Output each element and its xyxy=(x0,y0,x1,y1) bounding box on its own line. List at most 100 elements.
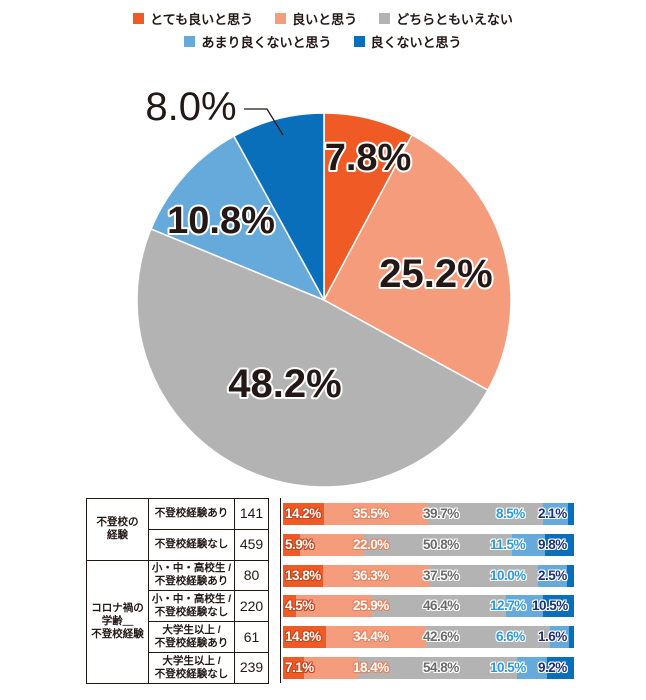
legend-item-good: 良いと思う xyxy=(275,9,357,28)
legend-label: とても良いと思う xyxy=(150,11,254,27)
bar-value-label: 22.0% xyxy=(353,536,389,552)
sample-size: 141 xyxy=(234,498,269,530)
legend-swatch-not-good xyxy=(353,35,365,47)
subgroup-label: 不登校経験あり xyxy=(148,498,235,530)
bar-segment-neutral xyxy=(371,595,507,618)
bar-value-label: 50.8% xyxy=(423,536,459,552)
subgroup-label: 不登校経験なし xyxy=(148,528,235,561)
bar-value-label: 9.2% xyxy=(538,659,567,675)
bar-segment-not-good xyxy=(567,503,574,525)
bar-segment-not-very-good xyxy=(516,656,548,679)
bar-value-label: 54.8% xyxy=(423,659,459,675)
bar-segment-neutral xyxy=(426,626,551,649)
sample-size: 80 xyxy=(234,559,269,592)
legend-swatch-very-good xyxy=(133,12,145,24)
bar-segment-very-good xyxy=(283,626,327,649)
bar-value-label: 18.4% xyxy=(353,659,389,675)
bar-value-label: 37.5% xyxy=(423,567,459,583)
legend-swatch-good xyxy=(275,12,287,24)
bar-segment-not-good xyxy=(547,656,574,679)
table-row: 大学生以上 / 不登校経験なし 239 xyxy=(87,651,269,684)
bar-row: 7.1% 18.4% 54.8% 10.5% 9.2% xyxy=(283,656,574,679)
bar-segment-not-very-good xyxy=(550,626,570,649)
bar-value-label: 9.8% xyxy=(538,536,567,552)
bar-value-label: 39.7% xyxy=(423,506,459,521)
pie-label-not-very-good: 10.8% xyxy=(167,200,275,242)
bar-segment-neutral xyxy=(428,564,538,587)
legend-label: 良いと思う xyxy=(292,11,358,27)
bar-segment-neutral xyxy=(364,533,512,556)
bar-value-label: 4.5% xyxy=(285,598,314,614)
legend-item-very-good: とても良いと思う xyxy=(133,9,253,28)
bar-segment-good xyxy=(303,656,358,679)
legend-swatch-neutral xyxy=(379,12,391,24)
bar-segment-not-very-good xyxy=(543,503,568,525)
group-label: 不登校の 経験 xyxy=(86,498,149,561)
bar-row: 5.9% 22.0% 50.8% 11.5% 9.8% xyxy=(283,533,574,556)
sample-size: 239 xyxy=(234,651,269,684)
bar-segment-good xyxy=(300,533,365,556)
subgroup-label: 小・中・高校生 / 不登校経験あり xyxy=(148,559,235,592)
group-label: コロナ禍の 学齢＿ 不登校経験 xyxy=(86,559,149,684)
pie-slice-not-good xyxy=(232,112,325,301)
legend-item-not-very-good: あまり良くないと思う xyxy=(184,32,332,51)
pie-labels: 7.8% 25.2% 48.2% 10.8% 8.0% xyxy=(145,85,494,408)
bar-value-label: 1.6% xyxy=(538,629,567,645)
bar-segment-good xyxy=(324,503,428,525)
legend-label: あまり良くないと思う xyxy=(201,34,332,50)
pie-label-very-good: 7.8% xyxy=(325,137,412,179)
table-row: コロナ禍の 学齢＿ 不登校経験 小・中・高校生 / 不登校経験あり 80 xyxy=(86,559,269,684)
pie-slices xyxy=(136,112,512,488)
legend-row-1: とても良いと思う 良いと思う どちらともいえない xyxy=(0,8,646,28)
bar-value-label: 8.5% xyxy=(496,506,525,521)
bar-value-label: 10.0% xyxy=(490,567,526,583)
bar-segment-not-good xyxy=(569,626,574,649)
legend-label: どちらともいえない xyxy=(396,11,513,27)
bar-row: 14.8% 34.4% 42.6% 6.6% 1.6% xyxy=(283,626,574,649)
bar-value-label: 6.6% xyxy=(496,629,525,645)
bar-segment-very-good xyxy=(283,564,324,587)
sample-size: 220 xyxy=(234,590,269,623)
segment-table: 不登校の 経験 不登校経験あり 141 不登校経験なし 459 コロナ禍の 学齢＿ 不登校経験小… xyxy=(86,498,269,684)
legend-swatch-not-very-good xyxy=(184,35,196,47)
legend-item-not-good: 良くないと思う xyxy=(353,32,462,51)
subgroup-label: 大学生以上 / 不登校経験なし xyxy=(148,651,235,684)
pie-chart: 7.8% 25.2% 48.2% 10.8% 8.0% xyxy=(136,85,512,488)
bar-value-label: 2.5% xyxy=(538,567,567,583)
legend: とても良いと思う 良いと思う どちらともいえない あまり良くないと思う 良くない… xyxy=(0,8,646,54)
bar-segment-neutral xyxy=(357,656,517,679)
sample-size: 459 xyxy=(234,528,269,561)
pie-slice-not-very-good xyxy=(150,135,326,302)
bar-value-label: 46.4% xyxy=(423,598,459,614)
table-row: 小・中・高校生 / 不登校経験なし 220 xyxy=(87,590,269,623)
pie-label-good: 25.2% xyxy=(379,252,492,296)
bar-segment-very-good xyxy=(283,533,301,556)
bar-value-label: 11.5% xyxy=(490,536,526,552)
bar-segment-not-very-good xyxy=(511,533,546,556)
bar-value-label: 10.5% xyxy=(490,659,526,675)
bar-value-label: 5.9% xyxy=(285,536,314,552)
bar-row: 4.5% 25.9% 46.4% 12.7% 10.5% xyxy=(283,595,574,618)
leader-line xyxy=(244,108,284,136)
table-row: 大学生以上 / 不登校経験あり 61 xyxy=(87,621,269,653)
bar-axis-line xyxy=(280,498,281,683)
pie-label-not-good: 8.0% xyxy=(145,85,236,129)
legend-label: 良くないと思う xyxy=(370,34,462,50)
bar-segment-very-good xyxy=(283,503,325,525)
bar-value-label: 10.5% xyxy=(532,598,568,614)
bar-value-label: 7.1% xyxy=(285,659,314,675)
bar-segment-good xyxy=(296,595,372,618)
pie-slice-neutral xyxy=(136,228,489,488)
subgroup-label: 小・中・高校生 / 不登校経験なし xyxy=(148,590,235,623)
bar-value-label: 42.6% xyxy=(423,629,459,645)
bar-row: 13.8% 36.3% 37.5% 10.0% 2.5% xyxy=(283,564,574,587)
bar-segment-very-good xyxy=(283,656,304,679)
bar-segment-good xyxy=(326,626,427,649)
bar-segment-not-very-good xyxy=(537,564,567,587)
legend-row-2: あまり良くないと思う 良くないと思う xyxy=(0,31,646,51)
bar-value-label: 25.9% xyxy=(353,598,389,614)
bar-segment-good xyxy=(323,564,429,587)
bar-value-label: 35.5% xyxy=(353,506,389,521)
sample-size: 61 xyxy=(234,621,269,653)
bar-value-label: 14.8% xyxy=(285,629,321,645)
